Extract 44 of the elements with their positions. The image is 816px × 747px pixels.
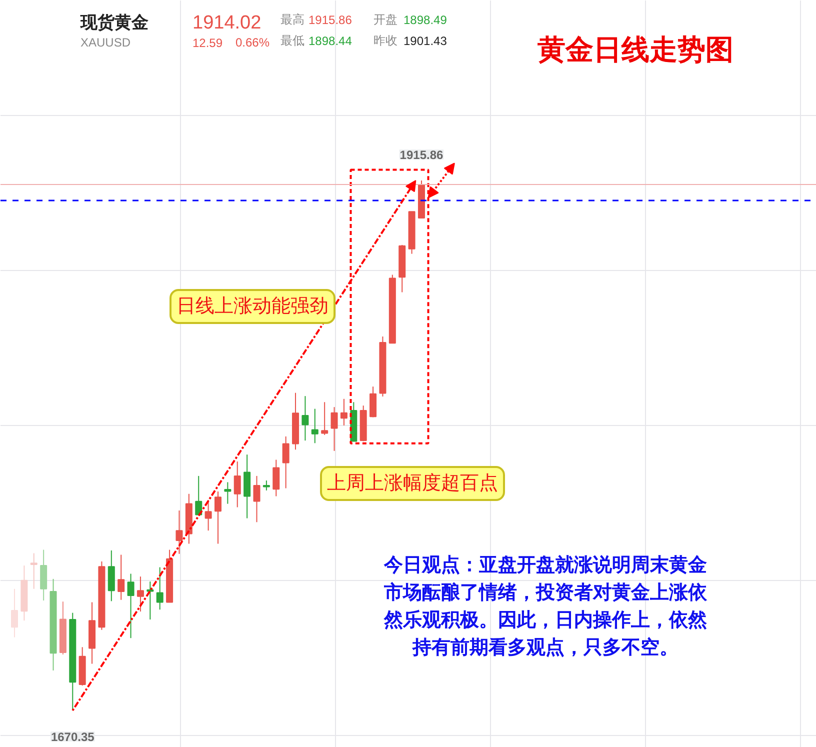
candlestick (311, 408, 318, 444)
candlestick (127, 573, 134, 639)
candlestick (272, 459, 280, 497)
text: 昨收 (374, 34, 398, 48)
candlestick (195, 475, 202, 516)
text: 12.59 (192, 36, 223, 50)
candlestick (262, 480, 270, 491)
candlestick (244, 454, 251, 519)
text: 最高 (280, 12, 304, 26)
candlestick (204, 499, 212, 532)
candlestick (224, 482, 232, 504)
annotation: 日线上涨动能强劲 (176, 296, 328, 317)
candlestick (136, 576, 144, 612)
text: 现货黄金 (80, 13, 148, 32)
candlestick (30, 552, 38, 590)
annotation: 上周上涨幅度超百点 (327, 472, 498, 494)
annotation: 1670.35 (50, 730, 95, 744)
candlestick (176, 510, 183, 554)
candlestick (370, 386, 377, 418)
text: 1915.86 (308, 13, 352, 27)
annotation: 1915.86 (400, 148, 444, 162)
text: 1898.49 (404, 13, 448, 27)
text: 最低 (280, 34, 304, 48)
text: XAUUSD (80, 36, 131, 50)
candlestick (330, 406, 338, 452)
candlestick (108, 550, 115, 602)
candlestick (282, 436, 290, 489)
candlestick (10, 588, 18, 638)
text: 1898.44 (308, 34, 352, 48)
candlestick (40, 549, 48, 602)
text: 开盘 (374, 12, 398, 26)
candlestick (214, 490, 222, 544)
candlestick (156, 566, 164, 610)
candlestick (302, 396, 309, 442)
candlestick (234, 460, 241, 508)
text: 1914.02 (192, 12, 262, 34)
text: 1901.43 (404, 34, 448, 48)
text: 黄金日线走势图 (536, 35, 734, 66)
candlestick (253, 475, 260, 523)
candlestick (321, 402, 328, 436)
candlestick (340, 398, 348, 426)
annotation: 今日观点：亚盘开盘就涨说明周末黄金市场酝酿了情绪，投资者对黄金上涨依然乐观积极。因此，日内操作上，依然持有前期看多观点，只多不空。 (383, 554, 708, 658)
text: 0.66% (236, 36, 270, 50)
candlestick (118, 554, 125, 600)
